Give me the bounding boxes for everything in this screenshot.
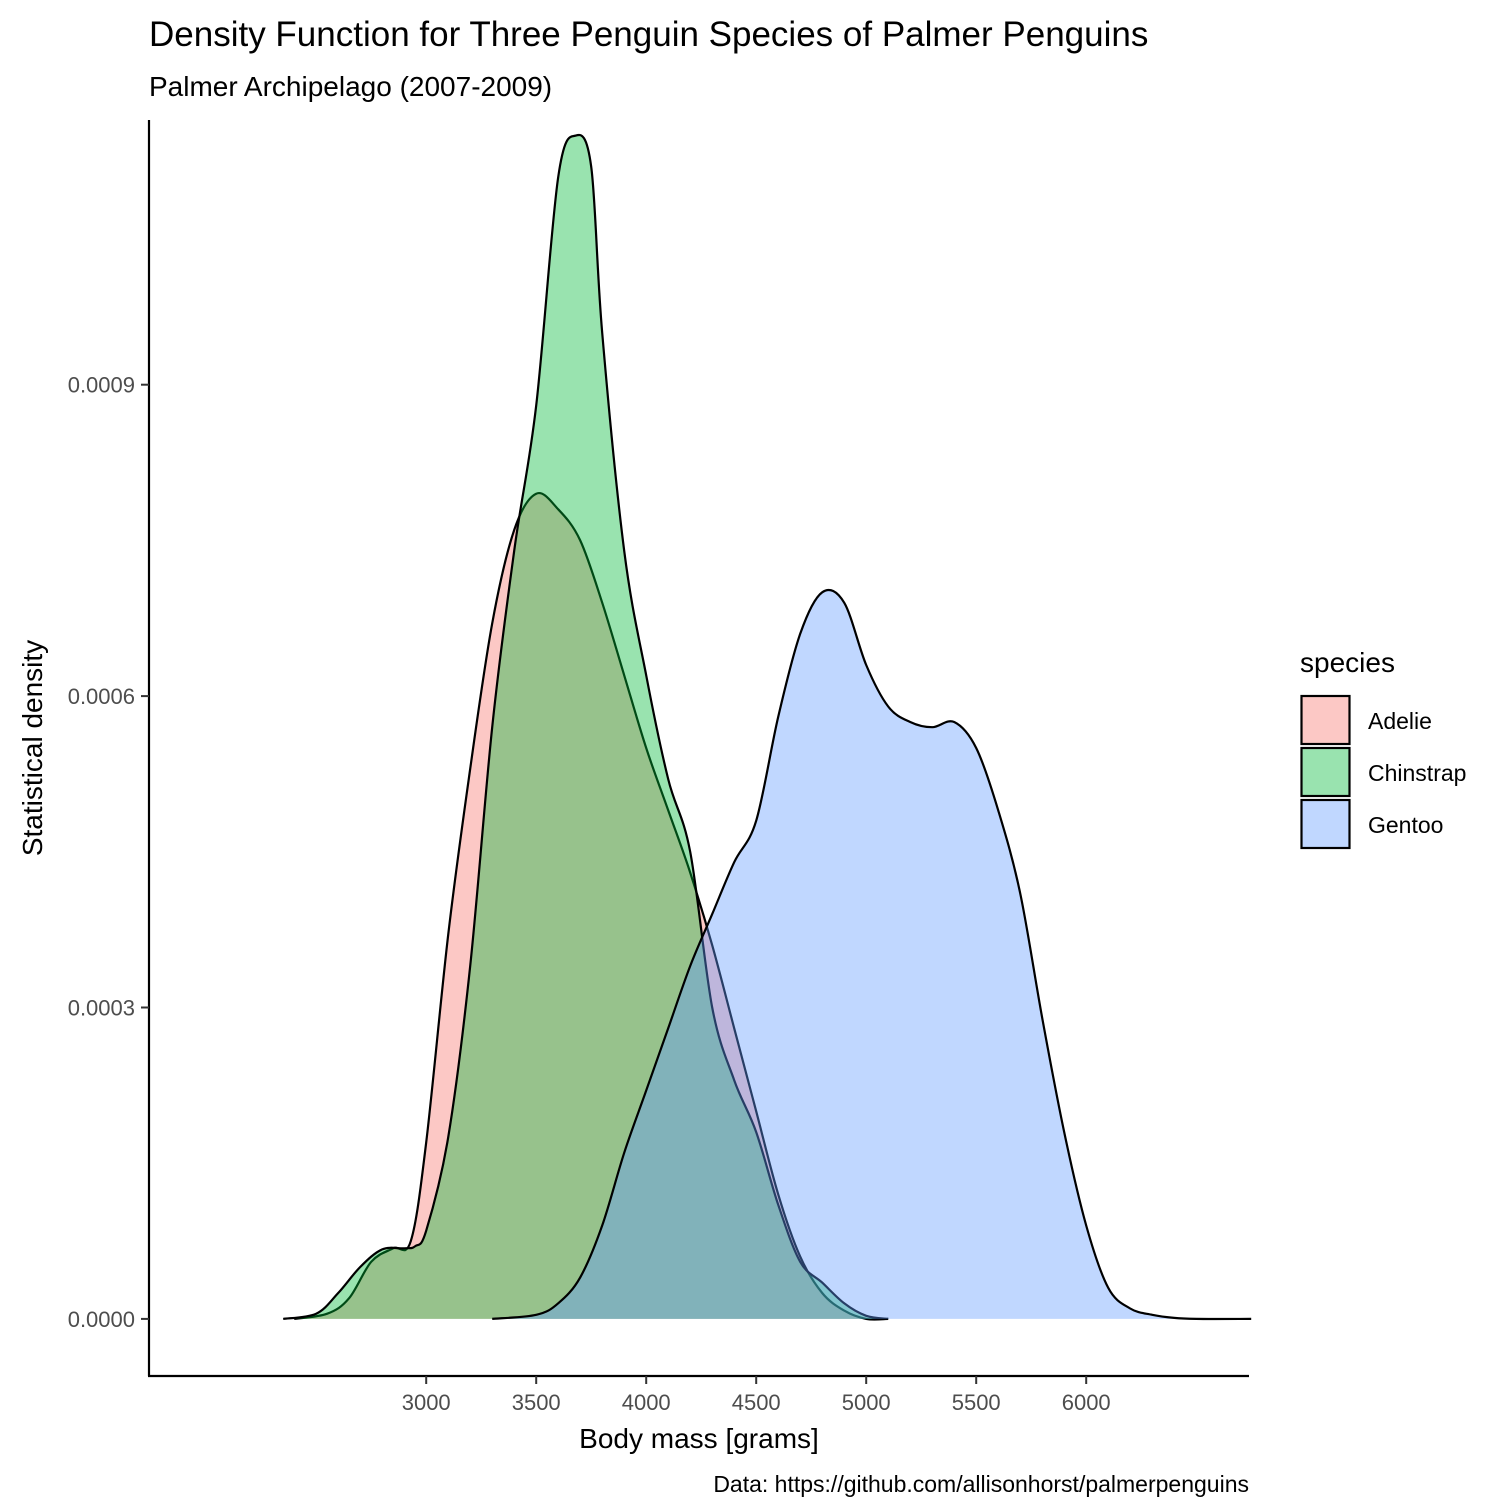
chart-title: Density Function for Three Penguin Speci…	[149, 15, 1148, 54]
chart-caption: Data: https://github.com/allisonhorst/pa…	[713, 1471, 1249, 1497]
legend-label-adelie: Adelie	[1368, 708, 1432, 734]
x-axis-label: Body mass [grams]	[579, 1423, 819, 1454]
x-tick-label: 3500	[512, 1390, 561, 1415]
legend-key-bg-adelie	[1301, 696, 1350, 744]
legend-key-adelie	[1300, 694, 1351, 746]
legend-key-chinstrap	[1300, 746, 1351, 798]
y-tick-label: 0.0000	[68, 1307, 135, 1332]
x-tick-label: 4000	[622, 1390, 671, 1415]
legend-key-gentoo	[1300, 798, 1351, 850]
density-series	[283, 133, 1252, 1321]
legend-title: species	[1300, 647, 1395, 678]
legend: species Adelie Chinstrap Gentoo	[1300, 647, 1466, 850]
y-axis-label: Statistical density	[17, 640, 48, 856]
legend-key-bg-chinstrap	[1301, 748, 1350, 796]
x-tick-label: 4500	[732, 1390, 781, 1415]
density-area-gentoo	[492, 589, 1252, 1319]
chart-subtitle: Palmer Archipelago (2007-2009)	[149, 71, 552, 102]
x-tick-label: 3000	[402, 1390, 451, 1415]
density-line-gentoo	[492, 588, 1252, 1321]
y-tick-label: 0.0009	[68, 373, 135, 398]
density-line-adelie	[294, 491, 889, 1321]
density-line-chinstrap	[283, 133, 889, 1320]
x-tick-label: 6000	[1062, 1390, 1111, 1415]
x-axis-ticks: 3000 3500 4000 4500 5000 5500 6000	[402, 1376, 1111, 1415]
x-tick-label: 5000	[842, 1390, 891, 1415]
legend-key-bg-gentoo	[1301, 800, 1350, 848]
x-tick-label: 5500	[952, 1390, 1001, 1415]
legend-label-gentoo: Gentoo	[1368, 812, 1443, 838]
density-area-adelie	[294, 493, 889, 1320]
legend-label-chinstrap: Chinstrap	[1368, 760, 1466, 786]
y-axis-ticks: 0.0000 0.0003 0.0006 0.0009	[68, 373, 149, 1332]
y-tick-label: 0.0003	[68, 996, 135, 1021]
density-area-chinstrap	[283, 134, 889, 1319]
y-tick-label: 0.0006	[68, 684, 135, 709]
